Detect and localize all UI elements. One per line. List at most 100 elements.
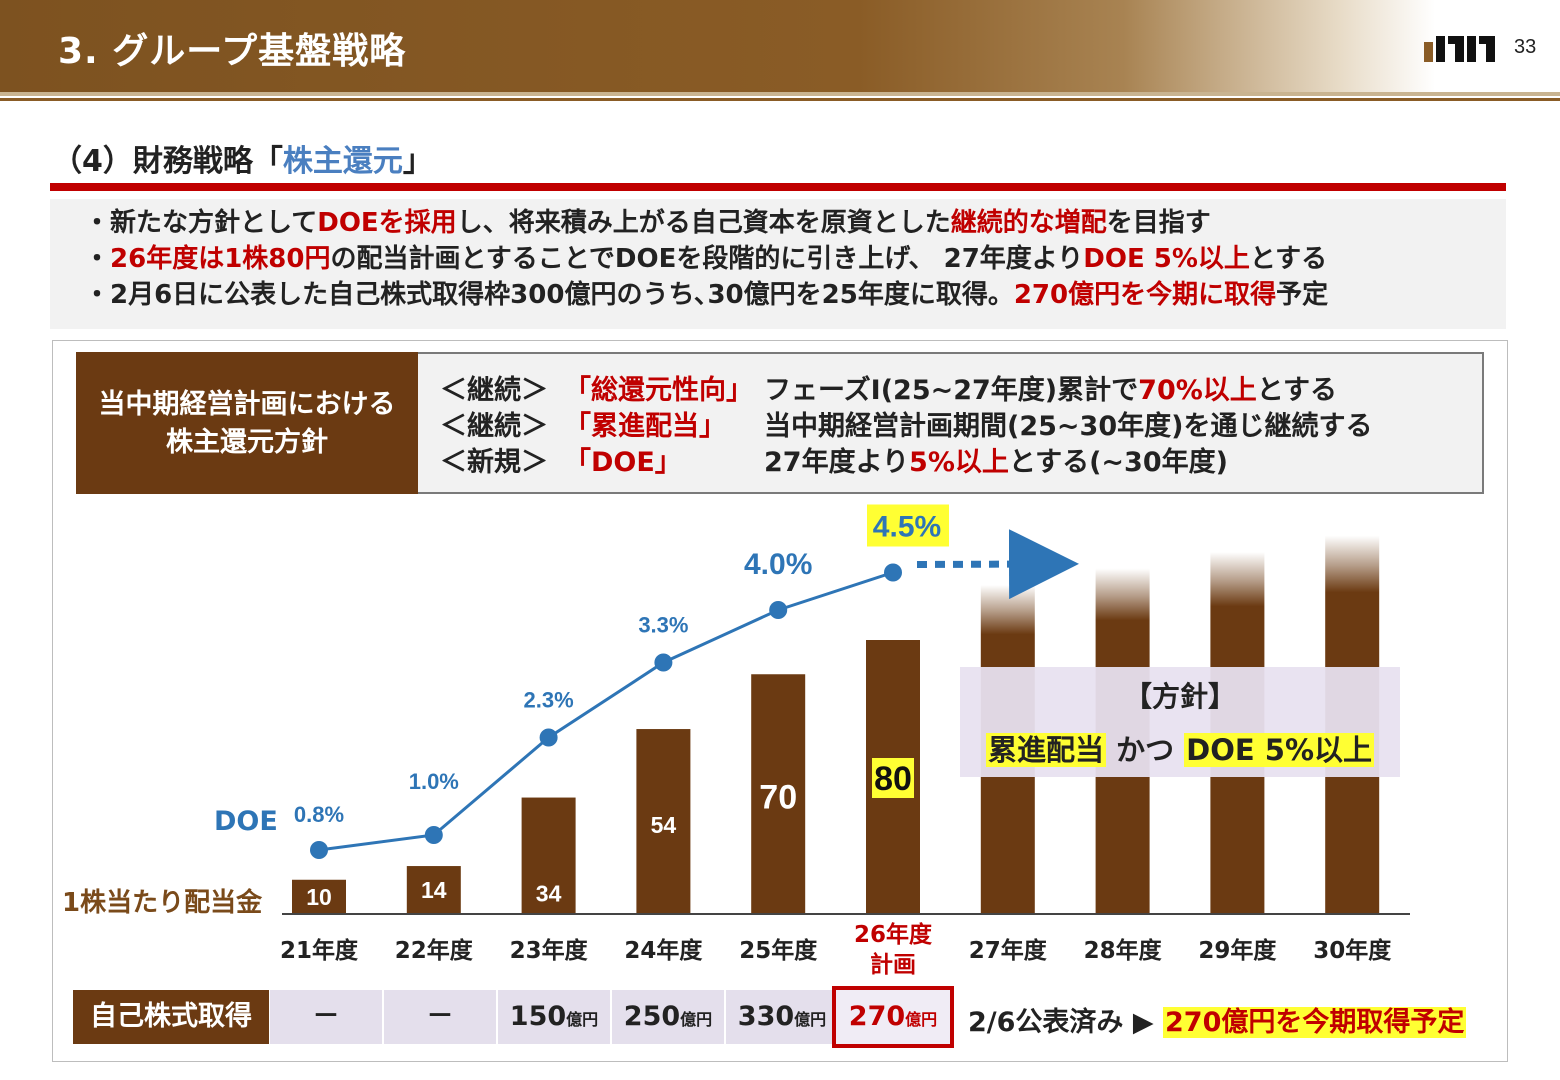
section-title-accent: 株主還元	[282, 144, 403, 179]
bar-value-label: 54	[651, 812, 677, 838]
page-title: 3. グループ基盤戦略	[58, 31, 407, 72]
doe-value-label: 3.3%	[638, 613, 688, 638]
buyback-unit: 億円	[794, 1010, 827, 1029]
bullet-line: ・26年度は1株80円の配当計画とすることでDOEを段階的に引き上げ、 27年度…	[84, 241, 1506, 277]
doe-point	[654, 653, 673, 672]
buyback-cell: 330億円	[726, 990, 838, 1044]
buyback-cell: 150億円	[498, 990, 610, 1044]
bar-value-label: 14	[421, 877, 447, 903]
dividend-bar	[292, 879, 346, 914]
bar-value-label: 80	[874, 760, 912, 798]
buyback-value: 250	[623, 1001, 681, 1032]
doe-value-label: 0.8%	[294, 802, 344, 827]
page-number: 33	[1514, 36, 1537, 58]
policy-row-text: 当中期経営計画期間(25~30年度)を通じ継続する	[764, 411, 1373, 442]
x-tick-label: 26年度	[854, 921, 933, 948]
x-tick-label: 25年度	[739, 937, 818, 964]
bar-value-label: 34	[536, 881, 562, 907]
policy-row-key: 「DOE」	[564, 447, 682, 478]
buyback-cell: －	[270, 990, 382, 1044]
buyback-value: 270	[848, 1001, 906, 1032]
buyback-note-text: 2/6公表済み ▶	[968, 1007, 1163, 1038]
policy-callout-text: 累進配当 かつ DOE 5%以上	[960, 727, 1400, 769]
policy-row-text-red: 5%以上	[909, 447, 1009, 478]
buyback-note: 2/6公表済み ▶ 270億円を今期取得予定	[968, 1000, 1467, 1039]
company-logo-icon	[1424, 36, 1495, 62]
policy-body: ＜継続＞ 「総還元性向」 フェーズⅠ(25~27年度)累計で70%以上とする ＜継続…	[418, 352, 1484, 494]
section-title-prefix: （4）財務戦略「	[52, 144, 283, 179]
doe-line	[318, 571, 894, 852]
doe-point	[769, 601, 788, 619]
dividend-bar	[636, 729, 691, 914]
policy-label-line1: 当中期経営計画における	[98, 389, 396, 420]
policy-label: 当中期経営計画における 株主還元方針	[76, 352, 418, 494]
x-tick-label: 23年度	[510, 937, 589, 964]
chart-panel	[52, 340, 1508, 1062]
buyback-unit: 億円	[905, 1010, 938, 1029]
x-tick-label: 21年度	[280, 937, 359, 964]
doe-value-label: 1.0%	[409, 769, 459, 794]
doe-point	[884, 563, 902, 582]
bullet-text: を目指す	[1106, 208, 1211, 238]
policy-label-line2: 株主還元方針	[166, 427, 328, 458]
buyback-label: 自己株式取得	[73, 990, 269, 1044]
buyback-cell: －	[384, 990, 496, 1044]
buyback-value: 330	[737, 1001, 795, 1032]
header-rule	[0, 92, 1560, 96]
policy-callout: 【方針】 累進配当 かつ DOE 5%以上	[960, 667, 1400, 777]
policy-row-key: 「累進配当」	[564, 411, 726, 442]
doe-value-label: 2.3%	[524, 688, 574, 713]
policy-callout-part2: DOE 5%以上	[1184, 733, 1375, 767]
bullet-text: ・新たな方針として	[84, 208, 318, 238]
x-tick-label: 24年度	[624, 937, 703, 964]
policy-row-text-end: とする(~30年度)	[1008, 447, 1228, 478]
policy-row-text-red: 70%以上	[1138, 375, 1257, 406]
dividend-bar	[406, 866, 461, 914]
doe-value-highlight	[867, 504, 949, 547]
policy-row-tag: ＜継続＞	[440, 375, 548, 406]
policy-callout-title: 【方針】	[1123, 680, 1236, 713]
doe-point	[310, 841, 328, 859]
policy-row: ＜継続＞ 「総還元性向」 フェーズⅠ(25~27年度)累計で70%以上とする	[440, 368, 1337, 407]
bullet-text: ・	[84, 244, 111, 274]
policy-callout-mid: かつ	[1105, 733, 1185, 767]
bullet-emphasis: 継続的な増配	[950, 208, 1107, 238]
doe-value-label: 4.5%	[873, 511, 941, 544]
policy-callout-part1: 累進配当	[985, 733, 1106, 767]
doe-point	[424, 826, 443, 844]
bullet-text: し、将来積み上がる自己資本を原資とした	[456, 208, 951, 238]
policy-row-tag: ＜新規＞	[440, 447, 548, 478]
buyback-value: －	[426, 1001, 454, 1032]
policy-row-tag: ＜継続＞	[440, 411, 548, 442]
x-tick-label: 計画	[870, 951, 916, 978]
bar-value-label: 70	[759, 778, 797, 816]
x-tick-label: 30年度	[1313, 937, 1392, 964]
bullet-emphasis: 270億円を今期に取得	[1013, 280, 1277, 310]
summary-bullets: ・新たな方針としてDOEを採用し、将来積み上がる自己資本を原資とした継続的な増配…	[50, 199, 1506, 329]
bullet-text: 予定	[1276, 280, 1329, 310]
buyback-unit: 億円	[680, 1010, 713, 1029]
x-tick-label: 28年度	[1084, 937, 1163, 964]
policy-row: ＜新規＞ 「DOE」 27年度より5%以上とする(~30年度)	[440, 440, 1228, 479]
doe-series-label: DOE	[214, 806, 278, 837]
policy-row-text: フェーズⅠ(25~27年度)累計で	[764, 375, 1139, 406]
bullet-line: ・2月6日に公表した自己株式取得枠300億円のうち､30億円を25年度に取得。2…	[84, 277, 1506, 313]
bullet-emphasis: DOEを採用	[317, 208, 457, 238]
buyback-unit: 億円	[566, 1010, 599, 1029]
header-bar	[0, 0, 1560, 92]
buyback-value: 150	[509, 1001, 567, 1032]
dividend-bar	[521, 797, 576, 914]
value-highlight	[872, 758, 914, 798]
doe-point	[539, 728, 558, 747]
header-rule-dark	[0, 98, 1560, 101]
buyback-cell: 270億円	[832, 986, 954, 1048]
x-tick-label: 27年度	[969, 937, 1048, 964]
doe-value-label: 4.0%	[744, 548, 812, 581]
doe-trend-arrow	[916, 529, 1079, 600]
x-tick-label: 22年度	[395, 937, 474, 964]
buyback-cell: 250億円	[612, 990, 724, 1044]
section-title-suffix: 」	[402, 144, 433, 179]
bar-value-label: 10	[306, 884, 332, 910]
bullet-line: ・新たな方針としてDOEを採用し、将来積み上がる自己資本を原資とした継続的な増配…	[84, 205, 1506, 241]
bullet-text: ・2月6日に公表した自己株式取得枠300億円のうち､30億円を25年度に取得。	[84, 280, 1014, 310]
